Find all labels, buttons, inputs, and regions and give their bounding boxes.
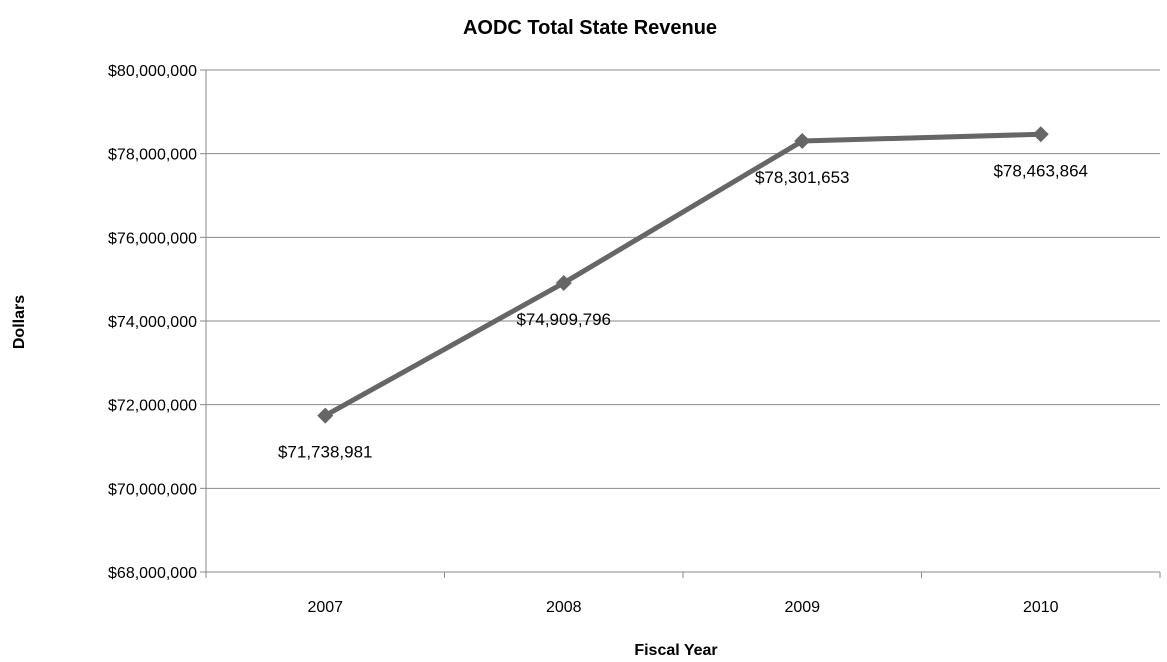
y-tick-label: $74,000,000 [108, 314, 197, 331]
x-axis-title: Fiscal Year [634, 642, 717, 659]
series-revenue [317, 126, 1049, 424]
data-point-marker [794, 133, 811, 150]
chart-title: AODC Total State Revenue [463, 17, 717, 39]
x-tick-label: 2008 [546, 599, 582, 616]
y-tick-label: $68,000,000 [108, 565, 197, 582]
y-axis-ticks: $68,000,000 $70,000,000 $72,000,000 $74,000… [108, 63, 206, 582]
x-tick-label: 2009 [784, 599, 820, 616]
data-label: $78,463,864 [993, 161, 1088, 180]
y-tick-label: $80,000,000 [108, 63, 197, 80]
x-tick-label: 2010 [1023, 599, 1059, 616]
gridlines [206, 69, 1160, 489]
data-point-marker [317, 407, 334, 424]
x-axis: 2007 2008 2009 2010 [205, 70, 1161, 616]
series-line [322, 131, 1044, 419]
data-label: $74,909,796 [516, 310, 611, 329]
data-point-marker [555, 274, 572, 291]
data-labels: $71,738,981 $74,909,796 $78,301,653 $78,463… [278, 161, 1088, 461]
data-label: $78,301,653 [755, 168, 850, 187]
x-tick-label: 2007 [307, 599, 343, 616]
y-tick-label: $76,000,000 [108, 230, 197, 247]
y-tick-label: $70,000,000 [108, 481, 197, 498]
y-tick-label: $78,000,000 [108, 147, 197, 164]
data-label: $71,738,981 [278, 443, 373, 462]
data-point-marker [1032, 126, 1049, 143]
y-tick-label: $72,000,000 [108, 398, 197, 415]
y-axis-title: Dollars [11, 295, 28, 349]
